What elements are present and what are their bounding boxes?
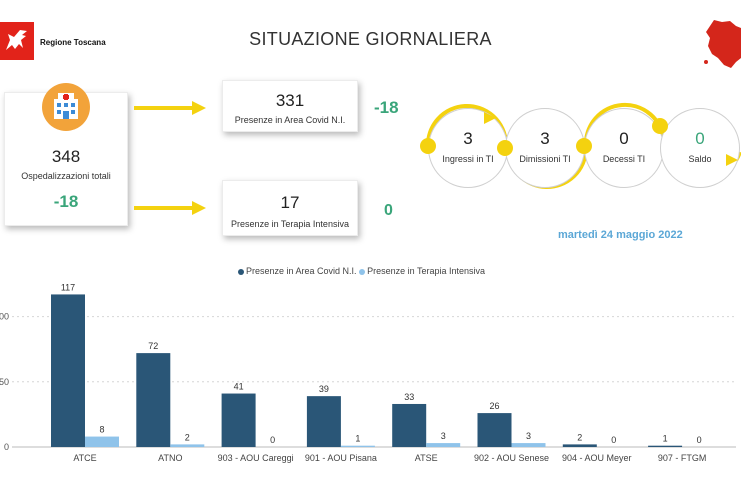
flow-value: 3 xyxy=(540,129,550,148)
bar xyxy=(306,396,341,447)
flow-dot xyxy=(497,140,513,156)
chart-legend: Presenze in Area Covid N.I. Presenze in … xyxy=(238,261,485,279)
data-label: 3 xyxy=(441,431,446,441)
flow-label: Dimissioni TI xyxy=(519,154,571,164)
tuscany-map xyxy=(700,18,741,70)
intensive-care-delta: 0 xyxy=(384,202,393,219)
flow-circle-saldo: 0 Saldo xyxy=(660,108,740,188)
category-label: ATNO xyxy=(158,453,182,463)
bar-chart: 0501001178ATCE722ATNO410903 - AOU Caregg… xyxy=(0,282,736,463)
bar xyxy=(51,294,85,447)
y-tick-label: 50 xyxy=(0,377,9,387)
flow-circle-dimissioni: 3 Dimissioni TI xyxy=(505,108,585,188)
flow-value: 0 xyxy=(695,129,705,148)
report-date: martedì 24 maggio 2022 xyxy=(558,229,683,241)
hospital-icon xyxy=(42,83,90,131)
flow-label: Saldo xyxy=(688,154,712,164)
data-label: 0 xyxy=(697,435,702,445)
flow-dot xyxy=(420,138,436,154)
legend-dot-covid xyxy=(238,268,244,275)
data-label: 2 xyxy=(577,432,582,442)
flow-dot xyxy=(652,118,668,134)
category-label: ATCE xyxy=(73,453,96,463)
intensive-care-card: 17 Presenze in Terapia Intensiva xyxy=(222,180,358,236)
bar xyxy=(511,443,546,447)
bar xyxy=(392,403,427,447)
total-hospitalizations-value: 348 xyxy=(51,147,81,166)
legend-label: Presenze in Area Covid N.I. xyxy=(246,266,357,276)
covid-area-card: 331 Presenze in Area Covid N.I. xyxy=(222,80,358,132)
category-label: 903 - AOU Careggi xyxy=(218,453,294,463)
data-label: 33 xyxy=(404,392,414,402)
arrow-to-intensive-icon xyxy=(134,201,206,215)
legend-item-covid: Presenze in Area Covid N.I. xyxy=(238,266,359,276)
region-logo xyxy=(0,22,34,60)
data-label: 72 xyxy=(148,341,158,351)
flow-circle-decessi: 0 Decessi TI xyxy=(584,108,664,188)
region-logo-text: Regione Toscana xyxy=(40,38,106,47)
legend-item-intensive: Presenze in Terapia Intensiva xyxy=(359,266,485,276)
legend-label: Presenze in Terapia Intensiva xyxy=(367,266,485,276)
total-hospitalizations-card: 348 Ospedalizzazioni totali -18 xyxy=(4,83,128,226)
covid-area-delta: -18 xyxy=(374,98,399,117)
data-label: 3 xyxy=(526,431,531,441)
total-hospitalizations-delta: -18 xyxy=(53,192,79,211)
flow-value: 0 xyxy=(619,129,629,148)
bar xyxy=(340,445,375,447)
data-label: 1 xyxy=(355,434,360,444)
category-label: 901 - AOU Pisana xyxy=(305,453,377,463)
pegasus-icon xyxy=(6,30,27,50)
data-label: 117 xyxy=(61,282,75,292)
data-label: 8 xyxy=(99,425,104,435)
data-label: 41 xyxy=(234,382,244,392)
flow-arrow-icon xyxy=(726,154,738,166)
bar xyxy=(426,443,461,447)
total-hospitalizations-label: Ospedalizzazioni totali xyxy=(21,171,111,181)
category-label: 904 - AOU Meyer xyxy=(562,453,632,463)
intensive-care-label: Presenze in Terapia Intensiva xyxy=(231,219,349,229)
bar xyxy=(477,413,512,447)
data-label: 26 xyxy=(489,401,499,411)
bar xyxy=(170,444,205,447)
bar xyxy=(221,393,256,447)
data-label: 0 xyxy=(270,435,275,445)
flow-label: Decessi TI xyxy=(602,154,646,164)
category-label: 907 - FTGM xyxy=(658,453,707,463)
flow-arrow-icon xyxy=(484,112,496,124)
flow-dot xyxy=(576,138,592,154)
y-tick-label: 100 xyxy=(0,312,9,322)
intensive-care-value: 17 xyxy=(280,193,300,212)
bar xyxy=(136,353,171,447)
bar xyxy=(562,444,597,447)
legend-dot-intensive xyxy=(359,268,366,275)
flow-label: Ingressi in TI xyxy=(442,154,494,164)
category-label: ATSE xyxy=(415,453,438,463)
arrow-to-covid-icon xyxy=(134,101,206,115)
covid-area-value: 331 xyxy=(275,91,305,110)
bar xyxy=(648,445,683,447)
data-label: 2 xyxy=(185,432,190,442)
data-label: 39 xyxy=(319,384,329,394)
category-label: 902 - AOU Senese xyxy=(474,453,549,463)
flow-value: 3 xyxy=(463,129,473,148)
data-label: 0 xyxy=(611,435,616,445)
covid-area-label: Presenze in Area Covid N.I. xyxy=(234,115,346,125)
data-label: 1 xyxy=(663,434,668,444)
y-tick-label: 0 xyxy=(4,442,9,452)
bar xyxy=(85,436,119,447)
page-title: SITUAZIONE GIORNALIERA xyxy=(249,29,492,49)
